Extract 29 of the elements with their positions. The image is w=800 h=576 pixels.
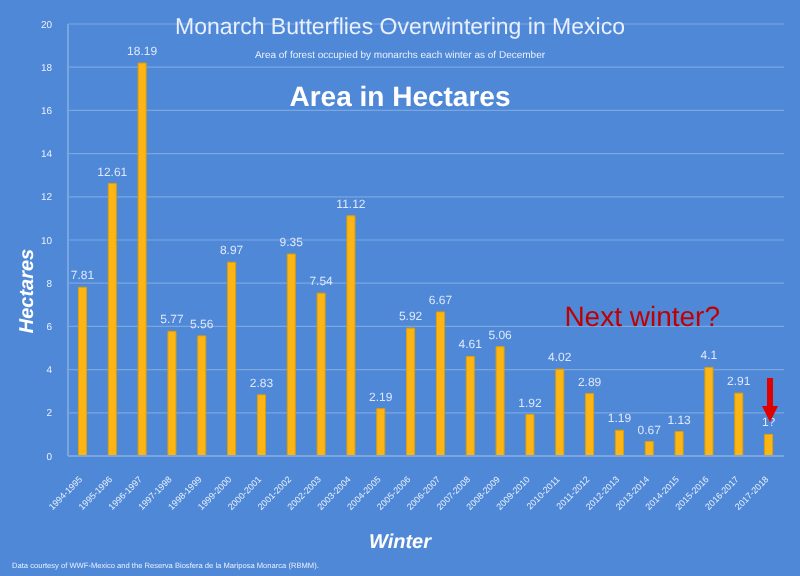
bar [465, 355, 475, 456]
bar [376, 408, 386, 456]
bar [734, 392, 744, 456]
bar [167, 330, 177, 456]
bar [764, 433, 774, 456]
y-axis-title: Hectares [17, 247, 40, 333]
bar [585, 393, 595, 456]
bar [435, 311, 445, 456]
bar [704, 366, 714, 456]
bar [406, 327, 416, 456]
bar [674, 431, 684, 456]
bar [316, 292, 326, 456]
x-axis-title: Winter [366, 532, 434, 554]
bar [256, 394, 266, 456]
annotation: Next winter? [564, 300, 720, 332]
bar [197, 335, 207, 456]
bar [525, 414, 535, 456]
bar [77, 286, 87, 456]
chart-title: Monarch Butterflies Overwintering in Mexico [175, 16, 625, 40]
bar [346, 215, 356, 456]
bar [227, 261, 237, 456]
bar [107, 183, 117, 456]
bar [644, 441, 654, 456]
bar [495, 346, 505, 456]
bar [555, 368, 565, 456]
annotation: Area in Hectares [289, 80, 511, 112]
bar [614, 429, 624, 456]
bar [137, 62, 147, 456]
bar [286, 253, 296, 456]
